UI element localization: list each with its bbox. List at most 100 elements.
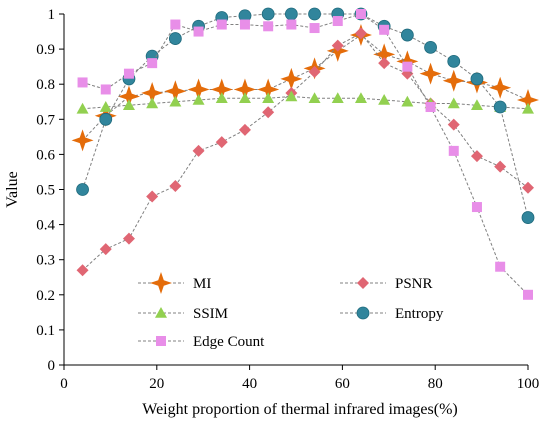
data-point <box>262 106 275 119</box>
data-point <box>216 19 227 30</box>
data-point <box>238 92 251 104</box>
data-point <box>215 92 228 104</box>
y-tick-label: 0 <box>48 358 56 374</box>
data-point <box>378 93 391 105</box>
series-psnr <box>76 27 534 277</box>
data-point <box>522 181 534 194</box>
data-point <box>396 50 419 73</box>
data-point <box>523 289 533 300</box>
data-point <box>263 21 274 32</box>
y-tick-label: 0.5 <box>36 183 55 199</box>
data-point <box>286 19 297 30</box>
y-tick-label: 0.9 <box>36 42 55 58</box>
data-point <box>470 150 483 163</box>
legend-label: MI <box>193 276 211 292</box>
y-tick-label: 0.8 <box>36 77 55 93</box>
legend-marker <box>156 336 166 346</box>
data-point <box>71 129 94 152</box>
legend-marker <box>357 277 369 289</box>
data-point <box>354 27 367 40</box>
y-tick-label: 0.4 <box>36 218 55 234</box>
y-tick-label: 0.6 <box>36 147 55 163</box>
data-point <box>257 78 280 101</box>
data-point <box>442 69 465 92</box>
data-point <box>117 85 140 108</box>
series-mi <box>71 24 539 152</box>
data-point <box>192 93 205 105</box>
y-tick-label: 0.3 <box>36 253 55 269</box>
data-point <box>238 123 251 136</box>
data-point <box>494 160 507 173</box>
data-point <box>424 40 437 54</box>
data-point <box>401 95 414 107</box>
data-point <box>447 54 461 68</box>
data-point <box>99 101 112 112</box>
data-point <box>517 88 539 111</box>
data-point <box>164 80 187 103</box>
data-point <box>192 144 205 157</box>
data-point <box>373 43 396 66</box>
data-point <box>331 92 344 104</box>
legend-label: PSNR <box>395 276 433 292</box>
y-tick-label: 0.7 <box>36 112 55 128</box>
y-ticks: 0 0.1 0.2 0.3 0.4 0.5 0.6 0.7 0.8 0.9 1 <box>36 7 64 374</box>
data-point <box>187 78 210 101</box>
data-point <box>495 261 506 272</box>
x-tick-label: 80 <box>428 376 443 392</box>
data-point <box>100 84 111 95</box>
data-point <box>521 211 535 224</box>
legend-item-edge-count: Edge Count <box>138 334 265 350</box>
data-point <box>379 24 390 35</box>
data-point <box>233 78 256 101</box>
data-point <box>284 7 298 21</box>
x-tick-label: 60 <box>335 376 350 392</box>
data-point <box>77 77 88 88</box>
data-point <box>308 7 321 21</box>
data-point <box>448 145 459 156</box>
data-point <box>76 102 89 114</box>
data-point <box>146 97 159 109</box>
legend-marker <box>155 307 167 318</box>
data-point <box>493 100 507 114</box>
y-tick-label: 0.1 <box>36 323 55 339</box>
series-edge-count <box>77 9 533 300</box>
data-point <box>146 190 159 203</box>
data-point <box>522 102 534 114</box>
legend-label: Entropy <box>395 306 444 322</box>
data-point <box>168 32 182 45</box>
data-point <box>147 58 158 69</box>
legend-label: SSIM <box>193 306 228 322</box>
data-point <box>285 90 298 102</box>
data-point <box>169 95 182 107</box>
legend: MI PSNR SSIM Entropy Edge Count <box>138 272 444 350</box>
data-point <box>489 76 512 99</box>
series-line <box>82 13 529 218</box>
data-point <box>99 112 113 126</box>
data-point <box>402 61 413 72</box>
y-axis-title: Value <box>4 171 21 207</box>
data-point <box>123 68 134 79</box>
data-point <box>76 183 89 196</box>
data-point <box>470 99 483 111</box>
data-point <box>308 65 321 78</box>
series-line <box>82 32 529 271</box>
data-point <box>170 19 181 30</box>
legend-marker <box>356 306 370 320</box>
data-point <box>280 67 303 90</box>
data-point <box>447 97 460 109</box>
y-tick-label: 0.2 <box>36 288 55 304</box>
data-point <box>99 243 112 256</box>
data-point <box>400 28 414 42</box>
data-point <box>262 92 275 104</box>
x-tick-label: 20 <box>149 376 164 392</box>
data-point <box>122 99 135 111</box>
series-line <box>82 13 529 296</box>
data-point <box>447 118 460 131</box>
data-point <box>419 62 442 85</box>
data-point <box>169 179 182 192</box>
data-point <box>309 23 320 34</box>
series-line <box>82 95 529 110</box>
data-point <box>193 26 204 37</box>
